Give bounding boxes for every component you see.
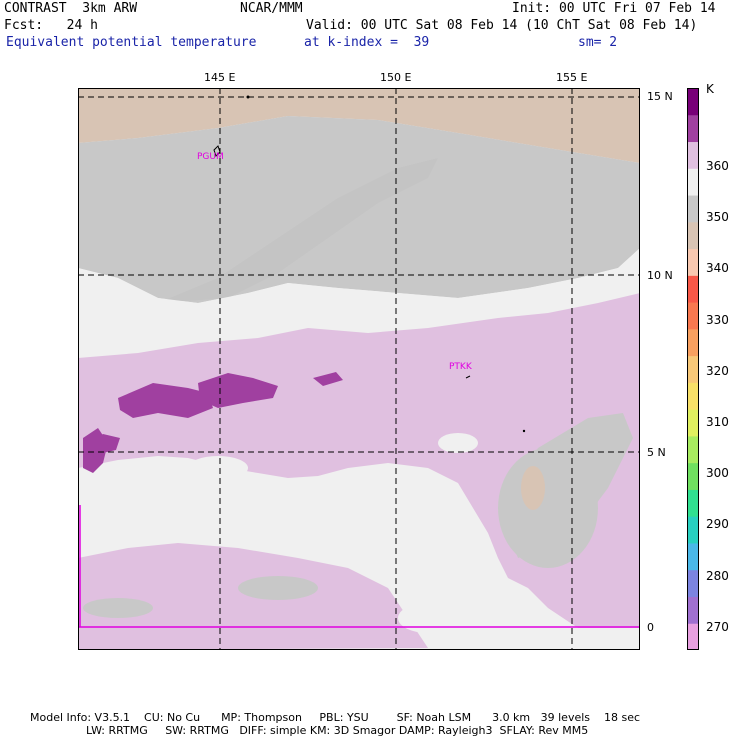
- colorbar-swatch: [687, 382, 699, 410]
- init-time: Init: 00 UTC Fri 07 Feb 14: [512, 1, 716, 16]
- shade-purple-blob1: [118, 383, 213, 418]
- level-info: at k-index = 39: [304, 35, 430, 50]
- colorbar-swatch: [687, 435, 699, 464]
- colorbar-swatch: [687, 623, 699, 650]
- colorbar-swatch: [687, 569, 699, 597]
- shade-gray-blob-sw2: [238, 576, 318, 600]
- colorbar-swatch: [687, 542, 699, 571]
- valid-time: Valid: 00 UTC Sat 08 Feb 14 (10 ChT Sat …: [306, 18, 698, 33]
- lon-label-145: 145 E: [204, 71, 236, 84]
- lat-label-5n: 5 N: [647, 446, 666, 459]
- lat-label-15n: 15 N: [647, 90, 673, 103]
- colorbar-swatch: [687, 596, 699, 624]
- forecast-hour: Fcst: 24 h: [4, 18, 98, 33]
- shade-white-blob1: [188, 456, 248, 480]
- colorbar-label: 350: [706, 210, 729, 225]
- island-marker-east: [522, 429, 526, 433]
- shade-white-band: [78, 248, 640, 358]
- shade-white-blob2: [438, 433, 478, 453]
- colorbar-swatch: [687, 355, 699, 383]
- colorbar-label: 340: [706, 261, 729, 276]
- model-info-line1: Model Info: V3.5.1 CU: No Cu MP: Thompso…: [30, 711, 641, 724]
- colorbar-label: 280: [706, 568, 729, 583]
- colorbar-swatch: [687, 221, 699, 250]
- colorbar-swatch: [687, 114, 699, 143]
- colorbar-swatch: [687, 248, 699, 276]
- field-name: Equivalent potential temperature: [6, 35, 257, 50]
- shade-purple-blob2: [198, 373, 278, 408]
- shade-purple-blob3: [313, 372, 343, 386]
- colorbar-swatch: [687, 516, 699, 544]
- lon-label-150: 150 E: [380, 71, 412, 84]
- colorbar-label: 330: [706, 312, 729, 327]
- colorbar-label: 290: [706, 517, 729, 532]
- lon-label-155: 155 E: [556, 71, 588, 84]
- colorbar-swatch: [687, 275, 699, 303]
- station-label-pgum: PGUM: [197, 152, 224, 162]
- colorbar-swatch: [687, 302, 699, 330]
- shade-tan-blob-se: [521, 466, 545, 510]
- colorbar-swatch: [687, 409, 699, 437]
- shade-tan-north: [78, 88, 640, 163]
- colorbar-swatch: [687, 141, 699, 169]
- shade-gray-blob-sw1: [83, 598, 153, 618]
- island-marker-north: [246, 95, 250, 99]
- island-marker-chuuk: [465, 375, 471, 379]
- model-info-line2: LW: RRTMG SW: RRTMG DIFF: simple KM: 3D …: [30, 724, 589, 737]
- colorbar-label: 320: [706, 363, 729, 378]
- map-frame: [78, 88, 640, 650]
- station-label-ptkk: PTKK: [449, 362, 472, 372]
- shade-gray-streak: [158, 158, 438, 303]
- shade-purple-blob5: [83, 434, 120, 454]
- colorbar-label: 310: [706, 415, 729, 429]
- model-title: CONTRAST 3km ARW: [4, 1, 138, 16]
- colorbar-swatch: [687, 195, 699, 223]
- institution: NCAR/MMM: [240, 1, 303, 16]
- colorbar-label: 300: [706, 466, 729, 481]
- lat-label-10n: 10 N: [647, 269, 673, 282]
- colorbar-label: 360: [706, 159, 729, 173]
- shade-white-blob3: [398, 603, 458, 633]
- colorbar-swatch: [687, 489, 699, 517]
- colorbar-swatch: [687, 88, 699, 116]
- lat-label-0: 0: [647, 621, 654, 634]
- colorbar-swatch: [687, 328, 699, 357]
- colorbar-unit: K: [706, 82, 714, 96]
- colorbar-swatch: [687, 462, 699, 490]
- colorbar-label: 270: [706, 619, 729, 634]
- island-marker-guam: [213, 145, 221, 157]
- theta-e-map: [78, 88, 640, 650]
- colorbar: [687, 88, 699, 650]
- shade-gray-streak-se: [498, 413, 633, 558]
- colorbar-frame: [687, 88, 699, 650]
- smoothing-info: sm= 2: [578, 35, 618, 50]
- colorbar-swatch: [687, 168, 699, 196]
